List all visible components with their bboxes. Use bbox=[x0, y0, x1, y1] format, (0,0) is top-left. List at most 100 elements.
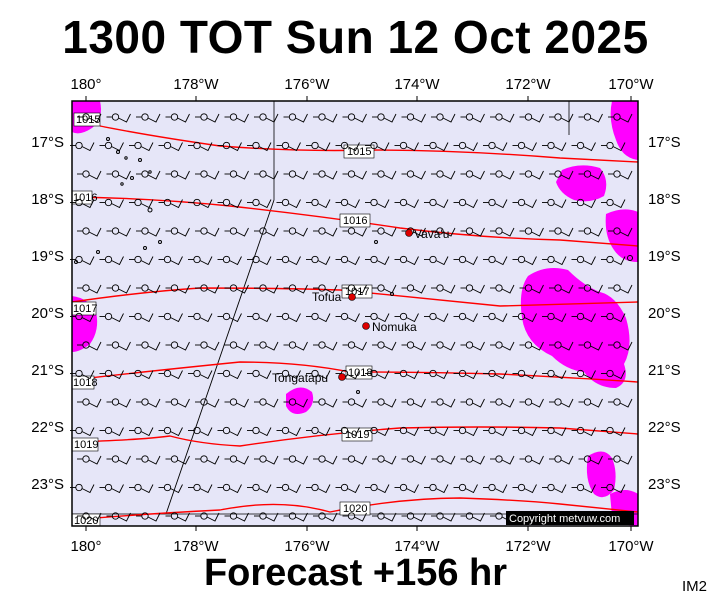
wind-barb bbox=[608, 284, 633, 294]
wind-barb bbox=[601, 141, 626, 152]
image-code: IM2 bbox=[681, 578, 707, 595]
wind-barb bbox=[608, 398, 633, 408]
lat-label: 19°S bbox=[648, 248, 681, 265]
isobar-label: 1016 bbox=[71, 190, 97, 205]
wind-barb bbox=[394, 483, 419, 494]
wind-barb bbox=[578, 170, 603, 180]
wind-barb bbox=[490, 113, 515, 123]
wind-barb bbox=[601, 255, 626, 266]
wind-barb bbox=[99, 141, 124, 152]
wind-barb bbox=[70, 483, 95, 494]
wind-barb bbox=[490, 398, 515, 408]
wind-barb bbox=[165, 227, 190, 237]
svg-text:Tofua: Tofua bbox=[312, 290, 342, 304]
lon-label: 172°W bbox=[505, 76, 551, 93]
wind-barb bbox=[129, 198, 154, 209]
lon-label: 178°W bbox=[173, 76, 219, 93]
wind-barb bbox=[608, 455, 633, 465]
wind-barb bbox=[224, 455, 249, 465]
wind-barb bbox=[571, 426, 596, 437]
lat-label: 17°S bbox=[31, 134, 64, 151]
isobar-1016 bbox=[71, 196, 639, 247]
svg-text:1015: 1015 bbox=[76, 114, 100, 126]
wind-barb bbox=[306, 312, 331, 323]
wind-barb bbox=[136, 398, 161, 408]
wind-barb bbox=[106, 284, 131, 294]
wind-barb bbox=[401, 398, 426, 408]
wind-barb bbox=[601, 426, 626, 437]
wind-barb bbox=[394, 369, 419, 380]
wind-barb bbox=[365, 198, 390, 209]
wind-barb bbox=[247, 369, 272, 380]
wind-barb bbox=[542, 255, 567, 266]
wind-barb bbox=[372, 170, 397, 180]
wind-barb bbox=[601, 369, 626, 380]
wind-barb bbox=[578, 113, 603, 123]
wind-barb bbox=[136, 113, 161, 123]
rain-area bbox=[286, 387, 314, 414]
wind-barb bbox=[608, 227, 633, 237]
wind-barb bbox=[247, 426, 272, 437]
wind-barb bbox=[99, 312, 124, 323]
wind-barb bbox=[512, 312, 537, 323]
wind-barb bbox=[217, 198, 242, 209]
wind-barb bbox=[549, 227, 574, 237]
wind-barb bbox=[129, 483, 154, 494]
wind-barb bbox=[106, 341, 131, 351]
svg-text:1019: 1019 bbox=[345, 429, 369, 441]
wind-barb bbox=[460, 512, 485, 522]
wind-barb bbox=[276, 483, 301, 494]
wind-barb bbox=[306, 141, 331, 152]
wind-barb bbox=[601, 312, 626, 323]
wind-barb bbox=[99, 255, 124, 266]
wind-barb bbox=[276, 255, 301, 266]
wind-barb bbox=[247, 483, 272, 494]
wind-barb bbox=[247, 198, 272, 209]
wind-barb bbox=[549, 170, 574, 180]
wind-barb bbox=[313, 455, 338, 465]
lat-label: 20°S bbox=[31, 305, 64, 322]
wind-barb bbox=[549, 455, 574, 465]
wind-barbs bbox=[70, 113, 633, 522]
wind-barb bbox=[542, 483, 567, 494]
wind-barb bbox=[365, 369, 390, 380]
wind-barb bbox=[158, 426, 183, 437]
wind-barb bbox=[519, 455, 544, 465]
wind-barb bbox=[519, 113, 544, 123]
wind-barb bbox=[601, 483, 626, 494]
place-tongatapu: Tongatapu bbox=[272, 371, 346, 385]
lat-label: 19°S bbox=[31, 248, 64, 265]
wind-barb bbox=[571, 255, 596, 266]
wind-barb bbox=[188, 198, 213, 209]
wind-barb bbox=[335, 483, 360, 494]
wind-barb bbox=[394, 426, 419, 437]
isobar-1015 bbox=[99, 125, 639, 163]
wind-barb bbox=[571, 369, 596, 380]
wind-barb bbox=[158, 141, 183, 152]
svg-text:1020: 1020 bbox=[74, 515, 98, 527]
wind-barb bbox=[608, 113, 633, 123]
wind-barb bbox=[77, 512, 102, 522]
lat-labels-right: 17°S 18°S 19°S 20°S 21°S 22°S 23°S bbox=[648, 134, 681, 493]
wind-barb bbox=[99, 198, 124, 209]
wind-barb bbox=[77, 398, 102, 408]
wind-barb bbox=[313, 170, 338, 180]
svg-text:1018: 1018 bbox=[73, 377, 97, 389]
wind-barb bbox=[401, 170, 426, 180]
isobar-label: 1019 bbox=[341, 427, 373, 442]
wind-barb bbox=[276, 426, 301, 437]
wind-barb bbox=[313, 398, 338, 408]
wind-barb bbox=[188, 312, 213, 323]
wind-barb bbox=[571, 141, 596, 152]
wind-barb bbox=[247, 255, 272, 266]
lon-label: 176°W bbox=[284, 538, 330, 555]
isobar-label: 1019 bbox=[71, 437, 98, 452]
wind-barb bbox=[401, 284, 426, 294]
wind-barb bbox=[77, 455, 102, 465]
isobar-label: 1017 bbox=[341, 284, 373, 299]
wind-barb bbox=[365, 312, 390, 323]
isobar-labels: 1015 1015 1016 1016 1017 1017 1018 1018 … bbox=[71, 112, 375, 527]
wind-barb bbox=[365, 426, 390, 437]
wind-barb bbox=[549, 341, 574, 351]
